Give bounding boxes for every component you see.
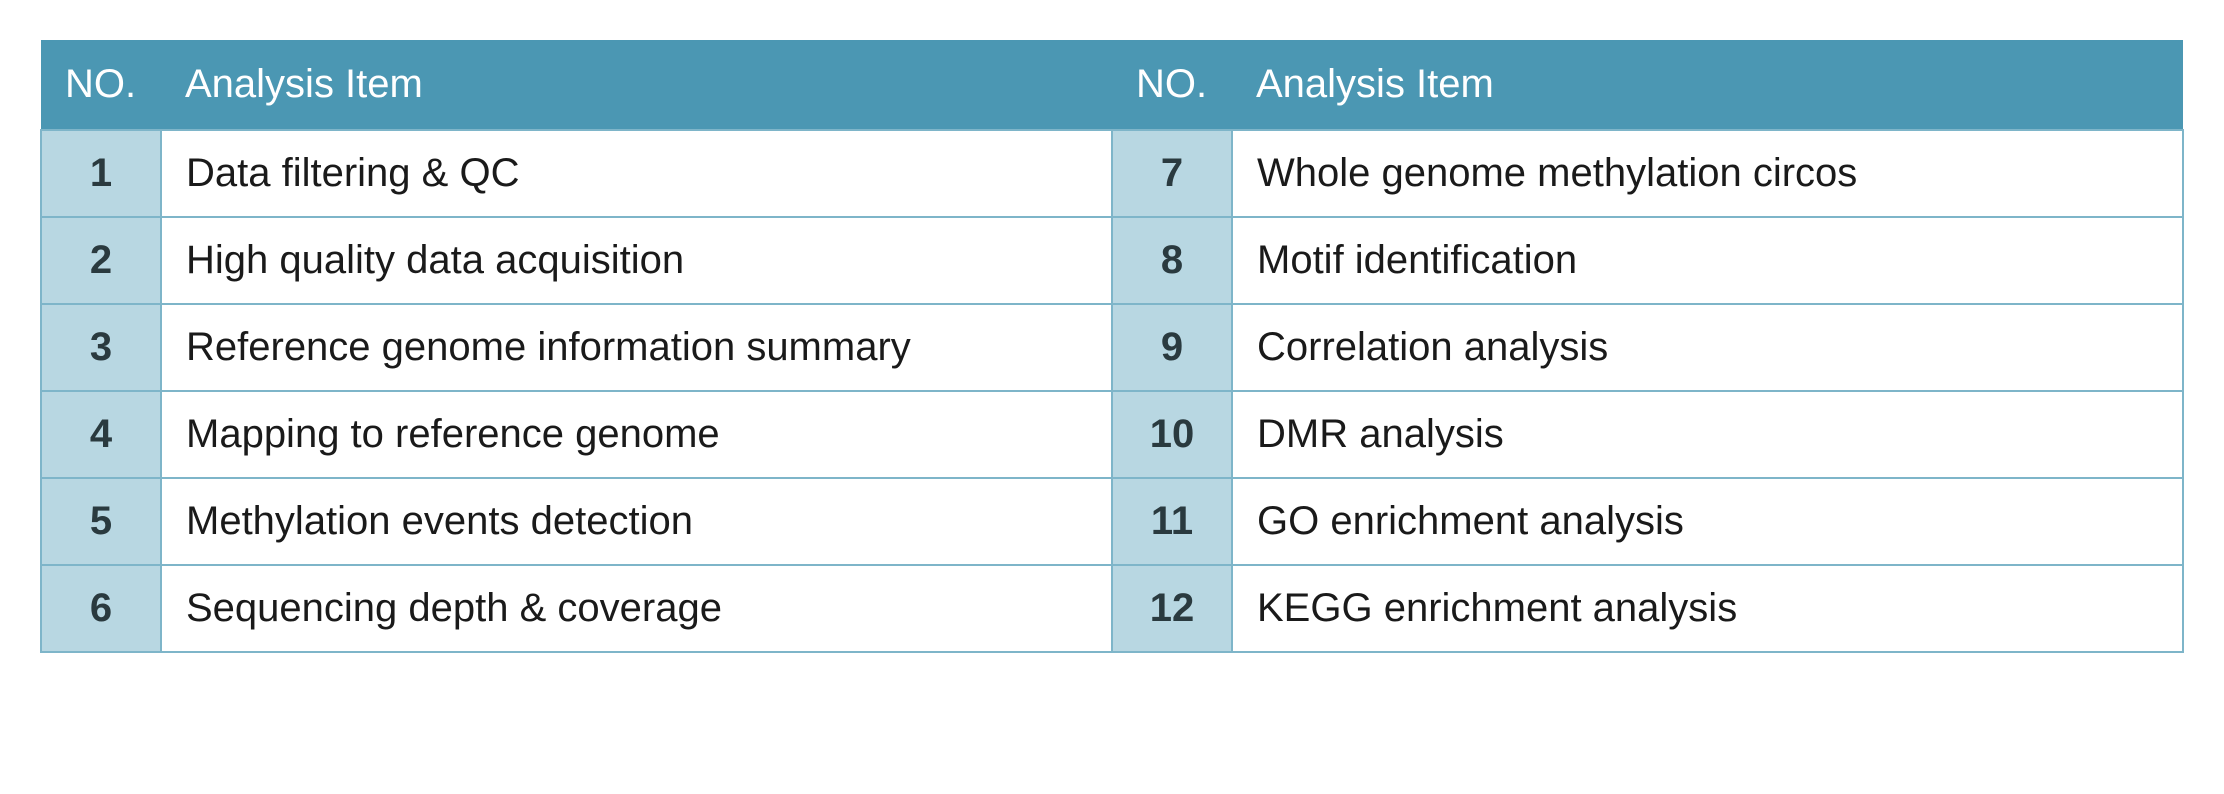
cell-no: 9 bbox=[1112, 304, 1232, 391]
cell-item: GO enrichment analysis bbox=[1232, 478, 2183, 565]
table-row: 4 Mapping to reference genome 10 DMR ana… bbox=[41, 391, 2183, 478]
cell-no: 2 bbox=[41, 217, 161, 304]
header-item-left: Analysis Item bbox=[161, 40, 1112, 130]
cell-no: 7 bbox=[1112, 130, 1232, 217]
cell-item: Data filtering & QC bbox=[161, 130, 1112, 217]
cell-no: 5 bbox=[41, 478, 161, 565]
table-row: 1 Data filtering & QC 7 Whole genome met… bbox=[41, 130, 2183, 217]
cell-item: Whole genome methylation circos bbox=[1232, 130, 2183, 217]
cell-item: Correlation analysis bbox=[1232, 304, 2183, 391]
cell-no: 3 bbox=[41, 304, 161, 391]
cell-item: Motif identification bbox=[1232, 217, 2183, 304]
cell-item: Mapping to reference genome bbox=[161, 391, 1112, 478]
table-row: 3 Reference genome information summary 9… bbox=[41, 304, 2183, 391]
table-row: 2 High quality data acquisition 8 Motif … bbox=[41, 217, 2183, 304]
cell-no: 12 bbox=[1112, 565, 1232, 652]
cell-no: 4 bbox=[41, 391, 161, 478]
cell-no: 6 bbox=[41, 565, 161, 652]
cell-item: Reference genome information summary bbox=[161, 304, 1112, 391]
cell-no: 10 bbox=[1112, 391, 1232, 478]
cell-item: KEGG enrichment analysis bbox=[1232, 565, 2183, 652]
header-no-left: NO. bbox=[41, 40, 161, 130]
header-no-right: NO. bbox=[1112, 40, 1232, 130]
analysis-table: NO. Analysis Item NO. Analysis Item 1 Da… bbox=[40, 40, 2184, 653]
header-item-right: Analysis Item bbox=[1232, 40, 2183, 130]
cell-item: DMR analysis bbox=[1232, 391, 2183, 478]
cell-no: 8 bbox=[1112, 217, 1232, 304]
cell-item: Sequencing depth & coverage bbox=[161, 565, 1112, 652]
table-row: 5 Methylation events detection 11 GO enr… bbox=[41, 478, 2183, 565]
cell-no: 11 bbox=[1112, 478, 1232, 565]
cell-no: 1 bbox=[41, 130, 161, 217]
table-row: 6 Sequencing depth & coverage 12 KEGG en… bbox=[41, 565, 2183, 652]
analysis-table-container: NO. Analysis Item NO. Analysis Item 1 Da… bbox=[40, 40, 2184, 653]
cell-item: High quality data acquisition bbox=[161, 217, 1112, 304]
table-body: 1 Data filtering & QC 7 Whole genome met… bbox=[41, 130, 2183, 652]
cell-item: Methylation events detection bbox=[161, 478, 1112, 565]
table-header-row: NO. Analysis Item NO. Analysis Item bbox=[41, 40, 2183, 130]
